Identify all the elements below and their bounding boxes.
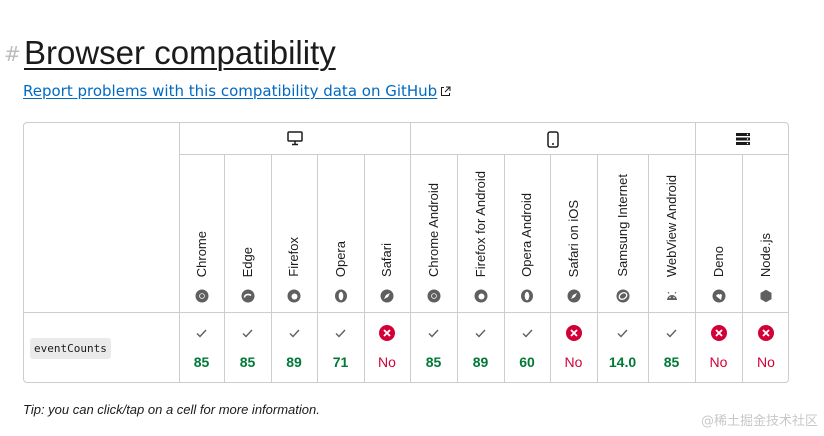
grid-line bbox=[457, 154, 458, 382]
mobile-icon bbox=[546, 131, 559, 152]
browser-name: Chrome bbox=[193, 230, 209, 277]
check-icon[interactable] bbox=[597, 324, 648, 342]
anchor-hash-link[interactable]: # bbox=[4, 42, 21, 66]
grid-line bbox=[410, 123, 411, 382]
support-version[interactable]: 85 bbox=[663, 354, 680, 370]
edge-icon bbox=[241, 289, 255, 303]
grid-line bbox=[648, 154, 649, 382]
browser-name: Opera bbox=[332, 240, 348, 277]
watermark: @稀土掘金技术社区 bbox=[700, 414, 818, 429]
browser-name: Opera Android bbox=[519, 193, 534, 277]
browser-name: Firefox bbox=[286, 237, 301, 277]
support-version[interactable]: 89 bbox=[286, 354, 302, 370]
compat-table: Chrome 85 Edge 85 Firefox 89 Opera 71 Safari No Ch… bbox=[23, 122, 789, 383]
grid-line bbox=[224, 154, 225, 382]
support-version[interactable]: No bbox=[709, 354, 728, 370]
samsung-internet-icon bbox=[616, 289, 630, 303]
check-icon[interactable] bbox=[317, 324, 364, 342]
support-version[interactable]: 89 bbox=[472, 354, 489, 370]
grid-line bbox=[179, 154, 788, 155]
server-icon bbox=[735, 131, 751, 150]
browser-name: Edge bbox=[239, 246, 255, 277]
check-icon[interactable] bbox=[179, 324, 224, 342]
desktop-group-header bbox=[179, 131, 410, 150]
browser-name: Node.js bbox=[758, 232, 773, 277]
support-version[interactable]: No bbox=[757, 354, 775, 370]
browser-name: Chrome Android bbox=[425, 183, 441, 277]
grid-line bbox=[742, 154, 743, 382]
check-icon[interactable] bbox=[457, 324, 504, 342]
browser-name: Firefox for Android bbox=[472, 170, 488, 277]
nodejs-icon bbox=[759, 289, 773, 303]
support-version[interactable]: 60 bbox=[519, 354, 535, 370]
no-support-icon[interactable] bbox=[364, 324, 410, 342]
android-icon bbox=[665, 289, 679, 303]
opera-icon bbox=[334, 289, 348, 303]
browser-name: Deno bbox=[710, 245, 726, 277]
support-version[interactable]: 85 bbox=[425, 354, 442, 370]
grid-line bbox=[179, 123, 180, 382]
chrome-icon bbox=[195, 289, 209, 303]
browser-name: WebView Android bbox=[663, 174, 679, 277]
check-icon[interactable] bbox=[224, 324, 271, 342]
safari-icon bbox=[380, 289, 394, 303]
grid-line bbox=[504, 154, 505, 382]
browser-name: Safari bbox=[379, 243, 394, 277]
no-support-icon[interactable] bbox=[695, 324, 742, 342]
chrome-icon bbox=[427, 289, 441, 303]
safari-icon bbox=[567, 289, 581, 303]
grid-line bbox=[317, 154, 318, 382]
tip-text: Tip: you can click/tap on a cell for mor… bbox=[23, 402, 320, 417]
report-problems: Report problems with this compatibility … bbox=[23, 82, 451, 100]
grid-line bbox=[597, 154, 598, 382]
external-link-icon bbox=[440, 86, 451, 97]
no-support-icon[interactable] bbox=[550, 324, 597, 342]
server-group-header bbox=[695, 131, 788, 150]
support-version[interactable]: 71 bbox=[332, 354, 349, 370]
grid-line bbox=[271, 154, 272, 382]
grid-line bbox=[550, 154, 551, 382]
firefox-icon bbox=[287, 289, 301, 303]
check-icon[interactable] bbox=[410, 324, 457, 342]
check-icon[interactable] bbox=[648, 324, 695, 342]
grid-line bbox=[364, 154, 365, 382]
support-version[interactable]: 14.0 bbox=[608, 354, 637, 370]
support-version[interactable]: No bbox=[378, 354, 396, 370]
support-version[interactable]: 85 bbox=[239, 354, 256, 370]
check-icon[interactable] bbox=[504, 324, 550, 342]
browser-name: Safari on iOS bbox=[565, 199, 581, 277]
check-icon[interactable] bbox=[271, 324, 317, 342]
page-title[interactable]: Browser compatibility bbox=[24, 34, 336, 71]
feature-name: eventCounts bbox=[30, 338, 111, 359]
mobile-group-header bbox=[410, 131, 695, 152]
section-heading: # Browser compatibility bbox=[4, 30, 336, 72]
desktop-icon bbox=[286, 131, 303, 150]
browser-name: Samsung Internet bbox=[614, 174, 630, 277]
report-problems-link[interactable]: Report problems with this compatibility … bbox=[23, 82, 438, 100]
opera-icon bbox=[520, 289, 534, 303]
support-version[interactable]: 85 bbox=[193, 354, 210, 370]
firefox-icon bbox=[474, 289, 488, 303]
grid-line bbox=[695, 123, 696, 382]
support-version[interactable]: No bbox=[564, 354, 583, 370]
grid-line bbox=[24, 312, 788, 313]
deno-icon bbox=[712, 289, 726, 303]
no-support-icon[interactable] bbox=[742, 324, 788, 342]
